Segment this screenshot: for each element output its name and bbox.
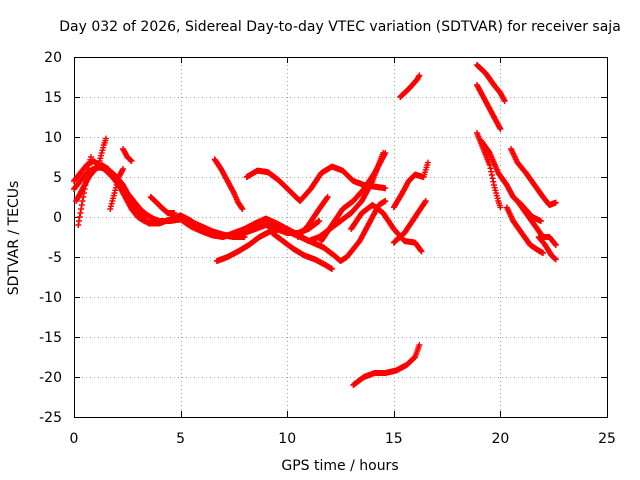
data-point bbox=[323, 195, 330, 201]
data-point bbox=[540, 250, 547, 256]
y-tick-label: 15 bbox=[44, 90, 62, 106]
data-point bbox=[382, 198, 389, 204]
data-point bbox=[171, 210, 178, 216]
data-point bbox=[78, 206, 85, 212]
data-point bbox=[78, 202, 85, 208]
data-point bbox=[552, 256, 559, 263]
series-arc-11 bbox=[213, 198, 389, 264]
series-arc-21 bbox=[473, 62, 508, 104]
data-point bbox=[80, 190, 87, 196]
data-point bbox=[488, 172, 495, 178]
data-point bbox=[537, 218, 544, 224]
data-point bbox=[102, 135, 109, 142]
data-point bbox=[487, 165, 494, 172]
data-point bbox=[83, 178, 90, 184]
x-tick-label: 10 bbox=[278, 431, 296, 447]
series-arc-22 bbox=[473, 82, 504, 132]
data-point bbox=[418, 248, 425, 255]
x-tick-label: 25 bbox=[598, 431, 616, 447]
series-arc-27 bbox=[514, 198, 559, 248]
data-point bbox=[552, 241, 559, 248]
series-arc-19 bbox=[397, 72, 423, 100]
series-arc-06 bbox=[120, 146, 135, 164]
data-point bbox=[424, 159, 431, 166]
data-point bbox=[488, 168, 495, 175]
data-point bbox=[417, 247, 424, 254]
y-tick-label: -10 bbox=[39, 290, 62, 306]
data-point bbox=[81, 186, 88, 192]
data-point bbox=[416, 342, 423, 348]
series-arc-04 bbox=[75, 154, 95, 228]
chart-title: Day 032 of 2026, Sidereal Day-to-day VTE… bbox=[59, 19, 621, 35]
data-point bbox=[239, 206, 246, 212]
x-tick-label: 0 bbox=[70, 431, 79, 447]
data-point bbox=[324, 194, 331, 200]
data-point bbox=[328, 266, 335, 272]
series-arc-25 bbox=[508, 146, 559, 208]
y-tick-label: 20 bbox=[44, 50, 62, 66]
data-point bbox=[501, 98, 508, 104]
data-point bbox=[552, 242, 559, 248]
data-point bbox=[83, 174, 90, 180]
y-tick-label: -15 bbox=[39, 330, 62, 346]
x-tick-labels: 0 5 10 15 20 25 bbox=[70, 431, 616, 447]
y-axis-label: SDTVAR / TECUs bbox=[6, 181, 22, 296]
data-point bbox=[382, 150, 389, 156]
x-tick-label: 20 bbox=[491, 431, 509, 447]
series-arc-20 bbox=[390, 159, 431, 211]
data-point bbox=[128, 158, 135, 164]
data-point bbox=[416, 72, 423, 79]
x-axis-label: GPS time / hours bbox=[281, 458, 398, 474]
y-tick-label: -20 bbox=[39, 370, 62, 386]
plot-frame bbox=[74, 57, 608, 418]
data-point bbox=[422, 198, 429, 204]
grid-lines bbox=[74, 57, 607, 417]
data-point bbox=[75, 222, 82, 228]
data-point bbox=[79, 198, 86, 204]
data-point bbox=[85, 166, 92, 172]
data-point bbox=[80, 194, 87, 200]
data-point bbox=[422, 199, 429, 206]
series-arc-17 bbox=[390, 198, 429, 246]
data-point bbox=[316, 218, 323, 224]
data-point bbox=[120, 166, 127, 172]
data-point bbox=[497, 126, 504, 132]
x-tick-label: 5 bbox=[176, 431, 185, 447]
y-tick-labels: -25 -20 -15 -10 -5 0 5 10 15 20 bbox=[39, 50, 62, 426]
series-arc-15 bbox=[318, 150, 389, 244]
data-point bbox=[497, 204, 504, 211]
data-point bbox=[88, 154, 95, 160]
y-tick-label: -5 bbox=[48, 250, 62, 266]
data-points bbox=[71, 62, 559, 388]
series-arc-13 bbox=[269, 230, 335, 272]
y-tick-label: 0 bbox=[53, 210, 62, 226]
data-point bbox=[489, 175, 496, 182]
series-arc-18 bbox=[350, 342, 423, 388]
y-tick-label: -25 bbox=[39, 410, 62, 426]
y-tick-label: 5 bbox=[53, 170, 62, 186]
series-arc-08 bbox=[147, 194, 178, 216]
data-point bbox=[77, 210, 84, 216]
series-arc-16 bbox=[348, 202, 425, 255]
data-point bbox=[82, 182, 89, 188]
series-arc-14 bbox=[294, 194, 331, 240]
data-point bbox=[238, 204, 245, 211]
series-arc-07 bbox=[107, 166, 127, 212]
data-point bbox=[75, 218, 82, 224]
data-point bbox=[84, 170, 91, 176]
data-point bbox=[490, 178, 497, 185]
y-tick-label: 10 bbox=[44, 130, 62, 146]
data-point bbox=[76, 214, 83, 220]
series-arc-28 bbox=[535, 234, 559, 263]
series-arc-10 bbox=[211, 156, 246, 212]
x-tick-label: 15 bbox=[385, 431, 403, 447]
series-arc-26 bbox=[503, 204, 547, 256]
data-point bbox=[382, 185, 389, 192]
data-point bbox=[552, 199, 559, 206]
series-arc-05 bbox=[96, 135, 109, 164]
